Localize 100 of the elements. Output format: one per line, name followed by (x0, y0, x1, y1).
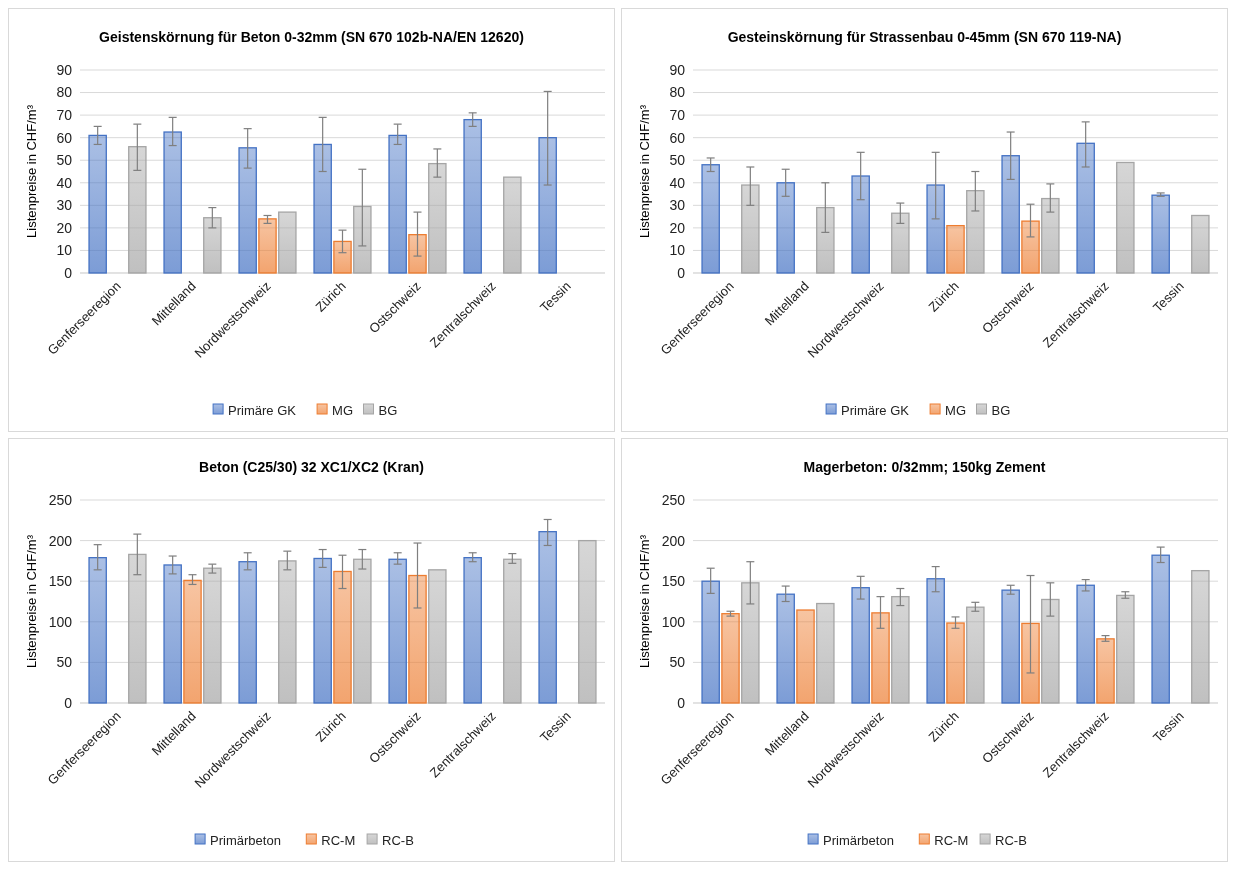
bar (1096, 638, 1115, 704)
bar (388, 558, 407, 704)
bar (128, 146, 147, 274)
y-tick-label: 50 (669, 654, 686, 671)
bar (946, 622, 965, 704)
legend-label: Primäre GK (228, 402, 297, 418)
y-tick-label: 50 (56, 654, 73, 671)
bar (503, 558, 522, 704)
y-tick-label: 20 (669, 219, 686, 236)
bar (796, 609, 815, 704)
bar (333, 570, 352, 704)
bar (966, 190, 985, 274)
bar (258, 218, 277, 274)
y-tick-label: 0 (677, 694, 686, 711)
legend-label: MG (945, 402, 967, 418)
y-tick-label: 200 (661, 532, 686, 549)
legend-label: RC-M (321, 832, 356, 848)
bar (463, 118, 482, 274)
y-tick-label: 30 (56, 197, 73, 214)
chart-title: Geistenskörnung für Beton 0-32mm (SN 670 102b-NA/EN 12620) (99, 29, 524, 45)
bar (203, 217, 222, 274)
y-tick-label: 50 (669, 152, 686, 169)
bar (408, 234, 427, 274)
y-tick-label: 200 (48, 532, 73, 549)
bar (163, 131, 182, 274)
bar (278, 560, 297, 704)
y-tick-label: 0 (64, 694, 73, 711)
y-tick-label: 80 (669, 84, 686, 101)
legend-label: Primäre GK (841, 402, 910, 418)
bar (1191, 214, 1210, 274)
bar (503, 176, 522, 274)
bar (926, 184, 945, 274)
y-tick-label: 30 (669, 197, 686, 214)
bar (851, 587, 870, 704)
bar (88, 134, 107, 274)
bar (851, 175, 870, 274)
bar (203, 567, 222, 704)
bar (538, 137, 557, 274)
y-tick-label: 20 (56, 219, 73, 236)
y-tick-label: 70 (56, 107, 73, 124)
legend-label: Primärbeton (823, 832, 894, 848)
y-tick-label: 40 (56, 174, 73, 191)
y-tick-label: 60 (56, 129, 73, 146)
bar (1001, 589, 1020, 704)
bar (238, 561, 257, 704)
y-tick-label: 100 (48, 613, 73, 630)
chart-title: Beton (C25/30) 32 XC1/XC2 (Kran) (199, 459, 424, 475)
bar (238, 147, 257, 274)
y-tick-label: 250 (48, 491, 73, 508)
bar (871, 612, 890, 704)
bar (1191, 569, 1210, 704)
bar (741, 184, 760, 274)
legend-label: BG (378, 402, 398, 418)
y-axis-title: Listenpreise in CHF/m³ (24, 104, 39, 238)
chart-title: Gesteinskörnung für Strassenbau 0-45mm (SN 670 119-NA) (727, 29, 1122, 45)
y-tick-label: 0 (677, 264, 686, 281)
y-tick-label: 50 (56, 152, 73, 169)
y-tick-label: 70 (669, 107, 686, 124)
bar (1116, 594, 1135, 704)
bar (578, 539, 597, 704)
bar (1151, 194, 1170, 274)
y-tick-label: 60 (669, 129, 686, 146)
bar (1151, 554, 1170, 704)
bar (1116, 161, 1135, 274)
bar (741, 582, 760, 704)
bar (1041, 197, 1060, 274)
bar (926, 578, 945, 704)
bar (333, 240, 352, 274)
bar (701, 164, 720, 274)
y-tick-label: 90 (669, 61, 686, 78)
bar (88, 557, 107, 704)
bar (428, 162, 447, 274)
bar (816, 602, 835, 704)
y-tick-label: 40 (669, 174, 686, 191)
bar (408, 574, 427, 704)
legend-label: RC-B (382, 832, 414, 848)
y-tick-label: 10 (669, 242, 686, 259)
bar (1076, 142, 1095, 274)
bar (538, 531, 557, 704)
bar (891, 595, 910, 704)
legend-label: BG (991, 402, 1011, 418)
bar (313, 143, 332, 274)
bar (1021, 622, 1040, 704)
y-tick-label: 80 (56, 84, 73, 101)
chart-title: Magerbeton: 0/32mm; 150kg Zement (803, 459, 1046, 475)
bar (278, 211, 297, 274)
bar (1021, 220, 1040, 274)
bar (946, 224, 965, 274)
bar (388, 134, 407, 274)
bar (463, 557, 482, 704)
y-tick-label: 90 (56, 61, 73, 78)
bar (1001, 155, 1020, 274)
bar (428, 569, 447, 704)
y-tick-label: 150 (48, 573, 73, 590)
legend-label: RC-M (934, 832, 969, 848)
legend-label: RC-B (995, 832, 1027, 848)
bar (776, 182, 795, 274)
bar (353, 558, 372, 704)
bar (776, 593, 795, 704)
y-axis-title: Listenpreise in CHF/m³ (24, 534, 39, 668)
